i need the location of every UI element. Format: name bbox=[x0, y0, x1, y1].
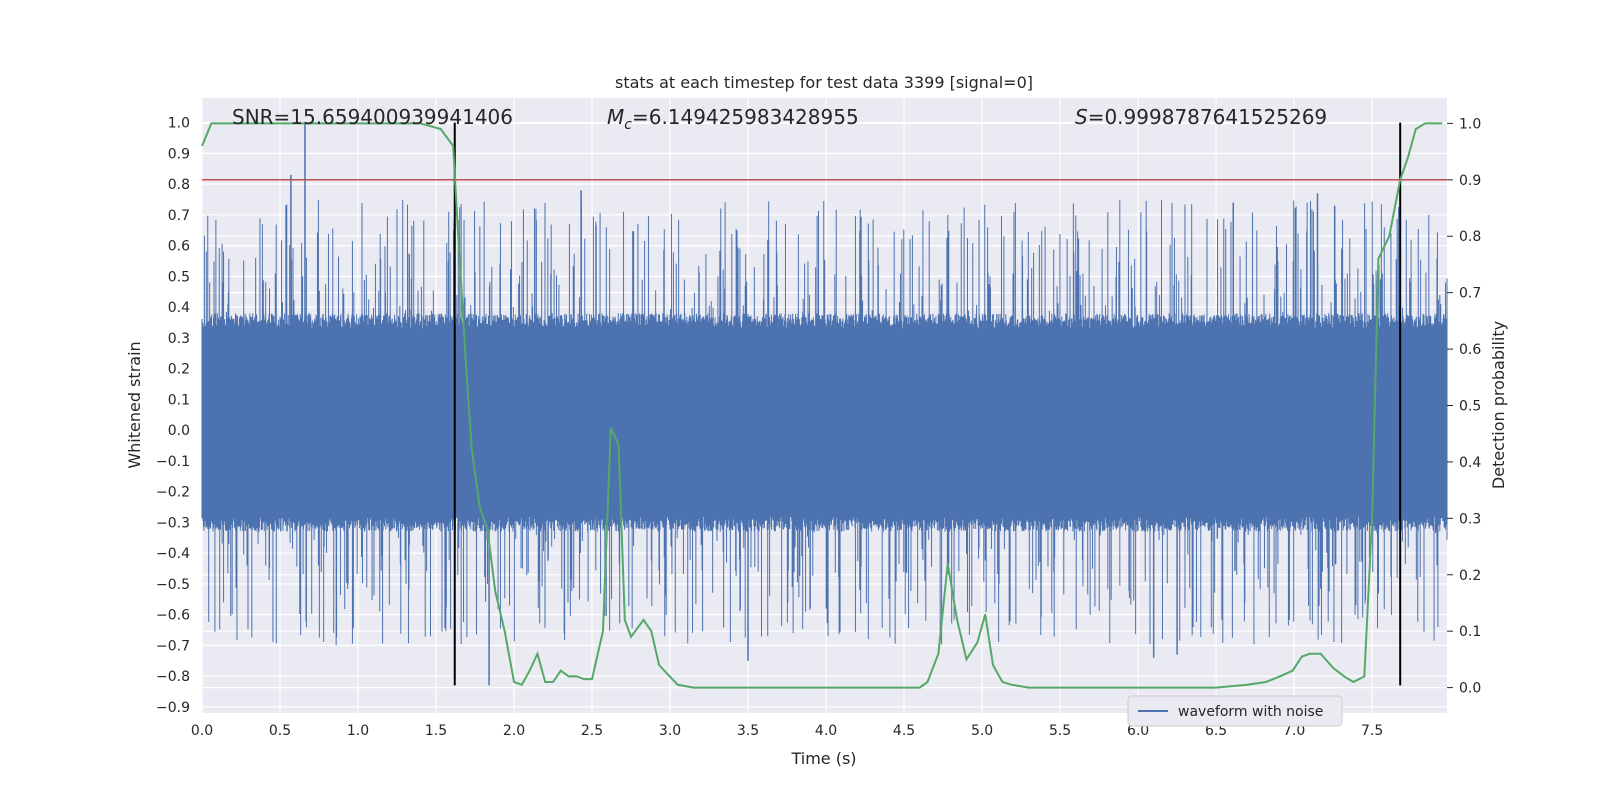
y-tick-label: −0.7 bbox=[156, 638, 190, 654]
y-tick-label: −0.2 bbox=[156, 485, 190, 501]
x-tick-label: 0.5 bbox=[269, 723, 291, 739]
chirp-mass-subscript: c bbox=[624, 117, 632, 133]
x-tick-label: 7.5 bbox=[1361, 723, 1383, 739]
x-tick-label: 2.0 bbox=[503, 723, 525, 739]
y-tick-label: −0.1 bbox=[156, 454, 190, 470]
y2-tick-label: 0.8 bbox=[1459, 229, 1481, 245]
y-tick-label: 0.3 bbox=[168, 331, 190, 347]
score-symbol: S bbox=[1075, 105, 1088, 129]
y2-tick-label: 0.5 bbox=[1459, 399, 1481, 415]
score-annotation: S=0.9998787641525269 bbox=[1075, 105, 1327, 129]
x-tick-label: 0.0 bbox=[191, 723, 213, 739]
x-axis-label: Time (s) bbox=[790, 749, 856, 768]
y-tick-label: −0.6 bbox=[156, 608, 190, 624]
y-tick-label: 0.6 bbox=[168, 239, 190, 255]
snr-annotation: SNR=15.659400939941406 bbox=[232, 105, 513, 129]
y-tick-label: −0.8 bbox=[156, 669, 190, 685]
detection-probability-line bbox=[201, 122, 1443, 689]
y-tick-label: −0.3 bbox=[156, 515, 190, 531]
x-tick-label: 5.5 bbox=[1049, 723, 1071, 739]
x-tick-label: 4.0 bbox=[815, 723, 837, 739]
y-tick-label: 0.7 bbox=[168, 208, 190, 224]
y-tick-label: 0.1 bbox=[168, 392, 190, 408]
y2-tick-label: 0.7 bbox=[1459, 286, 1481, 302]
x-tick-label: 4.5 bbox=[893, 723, 915, 739]
y2-tick-label: 0.1 bbox=[1459, 624, 1481, 640]
y-tick-label: 0.0 bbox=[168, 423, 190, 439]
y-tick-label: 0.5 bbox=[168, 269, 190, 285]
x-tick-label: 7.0 bbox=[1283, 723, 1305, 739]
y2-tick-label: 0.9 bbox=[1459, 173, 1481, 189]
x-tick-labels: 0.0 0.5 1.0 1.5 2.0 2.5 3.0 3.5 4.0 4.5 5.0 5.5 6.0 6… bbox=[191, 723, 1383, 739]
y-tick-label: −0.5 bbox=[156, 577, 190, 593]
y2-tick-label: 0.4 bbox=[1459, 455, 1481, 471]
score-value: =0.9998787641525269 bbox=[1088, 105, 1327, 129]
y2-tick-label: 0.6 bbox=[1459, 342, 1481, 358]
x-tick-label: 5.0 bbox=[971, 723, 993, 739]
y2-tick-labels: 1.0 0.9 0.8 0.7 0.6 0.5 0.4 0.3 0.2 0.1 0.0 bbox=[1447, 116, 1481, 697]
legend: waveform with noise bbox=[1127, 695, 1343, 727]
y-axis-label: Whitened strain bbox=[125, 341, 144, 468]
y-tick-label: −0.9 bbox=[156, 700, 190, 716]
y-tick-label: 0.8 bbox=[168, 177, 190, 193]
y2-tick-label: 1.0 bbox=[1459, 116, 1481, 132]
x-tick-label: 3.5 bbox=[737, 723, 759, 739]
chirp-mass-symbol: M bbox=[607, 105, 624, 129]
x-tick-label: 2.5 bbox=[581, 723, 603, 739]
y-tick-label: 1.0 bbox=[168, 116, 190, 132]
y-tick-label: −0.4 bbox=[156, 546, 190, 562]
x-tick-label: 3.0 bbox=[659, 723, 681, 739]
legend-label: waveform with noise bbox=[1178, 704, 1323, 720]
chirp-mass-annotation: Mc=6.149425983428955 bbox=[607, 105, 859, 133]
y-tick-labels: 1.0 0.9 0.8 0.7 0.6 0.5 0.4 0.3 0.2 0.1 0.0 −0.1 −0.… bbox=[156, 116, 190, 716]
y2-tick-label: 0.2 bbox=[1459, 568, 1481, 584]
vertical-markers bbox=[453, 122, 1402, 686]
y-tick-label: 0.9 bbox=[168, 146, 190, 162]
y-tick-label: 0.4 bbox=[168, 300, 190, 316]
y2-axis-label: Detection probability bbox=[1489, 321, 1508, 489]
waveform-series bbox=[201, 122, 1448, 686]
y-tick-label: 0.2 bbox=[168, 362, 190, 378]
y2-tick-label: 0.3 bbox=[1459, 511, 1481, 527]
waveform-trace bbox=[201, 199, 1448, 646]
y2-tick-label: 0.0 bbox=[1459, 681, 1481, 697]
chirp-mass-value: =6.149425983428955 bbox=[632, 105, 859, 129]
legend-box bbox=[1127, 695, 1343, 727]
chart-title: stats at each timestep for test data 339… bbox=[615, 73, 1033, 92]
x-tick-label: 6.5 bbox=[1205, 723, 1227, 739]
x-tick-label: 1.0 bbox=[347, 723, 369, 739]
x-tick-label: 6.0 bbox=[1127, 723, 1149, 739]
x-tick-label: 1.5 bbox=[425, 723, 447, 739]
